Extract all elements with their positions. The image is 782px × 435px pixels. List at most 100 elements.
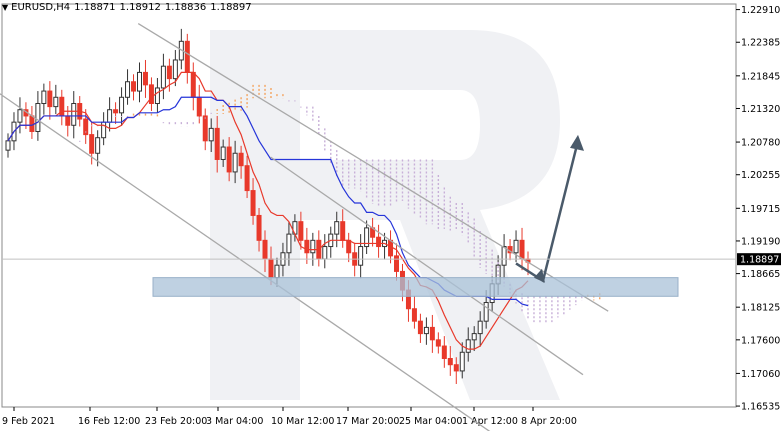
dropdown-triangle-icon[interactable]: ▼ — [2, 3, 9, 12]
candle-body — [160, 65, 166, 89]
trendline — [270, 156, 584, 376]
y-tick-label: 1.21845 — [741, 71, 780, 82]
close-value: 1.18897 — [210, 2, 252, 13]
x-tick-label: 1 Apr 12:00 — [462, 416, 518, 427]
candle-body — [142, 71, 148, 86]
x-tick-label: 16 Feb 12:00 — [78, 416, 140, 427]
y-tick-label: 1.16535 — [741, 402, 780, 413]
candle-body — [256, 214, 262, 241]
candle-body — [513, 239, 519, 254]
candle-body — [101, 121, 107, 139]
y-tick-label: 1.22910 — [741, 5, 780, 16]
plot-frame — [1, 3, 737, 408]
candle-body — [417, 320, 423, 335]
candle-body — [501, 246, 507, 266]
x-tick-label: 25 Mar 04:00 — [399, 416, 462, 427]
candle-body — [334, 221, 340, 235]
candle-body — [394, 255, 400, 272]
candle-body — [310, 239, 316, 254]
candle-body — [441, 345, 447, 359]
candle-body — [358, 246, 364, 266]
candle-body — [53, 96, 59, 108]
y-tick-label: 1.21320 — [741, 104, 780, 115]
x-tick-label: 10 Mar 12:00 — [271, 416, 334, 427]
candle-body — [429, 326, 435, 341]
candle-body — [41, 90, 47, 105]
candle-body — [190, 71, 196, 98]
tenkan-sen-line — [7, 71, 529, 350]
candle-body — [220, 146, 226, 160]
candle-body — [447, 357, 453, 366]
candle-body — [107, 109, 113, 123]
watermark-logo — [210, 30, 560, 400]
candle-body — [274, 264, 280, 279]
dip-arrowhead-icon — [534, 268, 545, 283]
candle-body — [471, 333, 477, 341]
candle-body — [232, 152, 238, 173]
candle-body — [89, 134, 95, 154]
candle-body — [148, 84, 154, 105]
candle-body — [346, 239, 352, 254]
candle-body — [166, 65, 172, 80]
candle-body — [208, 127, 214, 142]
candle-body — [202, 115, 208, 142]
x-tick-label: 17 Mar 20:00 — [336, 416, 399, 427]
candle-body — [59, 96, 65, 117]
candle-body — [238, 152, 244, 167]
x-tick-label: 8 Apr 20:00 — [521, 416, 577, 427]
candle-body — [322, 246, 328, 260]
candle-body — [298, 221, 304, 241]
candle-body — [35, 103, 41, 132]
candle-body — [83, 118, 89, 136]
candle-body — [5, 140, 11, 151]
candle-body — [17, 109, 23, 123]
candle-body — [131, 81, 137, 92]
candle-body — [286, 233, 292, 254]
candle-body — [226, 146, 232, 173]
candle-body — [376, 236, 382, 248]
candle-body — [154, 87, 160, 105]
candle-body — [435, 339, 441, 347]
candle-body — [411, 308, 417, 322]
current-price-label: 1.18897 — [740, 255, 779, 266]
y-tick-label: 1.20255 — [741, 170, 780, 181]
candle-body — [65, 115, 71, 126]
candle-body — [262, 239, 268, 260]
x-tick-label: 23 Feb 20:00 — [145, 416, 207, 427]
forecast-arrowhead-icon — [570, 134, 584, 151]
candle-body — [71, 103, 77, 126]
candle-body — [268, 258, 274, 279]
support-zone — [152, 277, 679, 297]
candle-body — [244, 165, 250, 192]
candle-body — [125, 81, 131, 98]
candle-body — [95, 137, 101, 154]
candle-body — [453, 364, 459, 372]
candle-body — [136, 71, 142, 92]
y-tick-label: 1.17060 — [741, 369, 780, 380]
candle-body — [29, 115, 35, 132]
candle-body — [519, 239, 525, 260]
candle-body — [465, 339, 471, 353]
y-tick-label: 1.18665 — [741, 269, 780, 280]
symbol-label: EURUSD,H4 — [11, 2, 71, 13]
open-value: 1.18871 — [74, 2, 116, 13]
chart-header: ▼ EURUSD,H4 1.18871 1.18912 1.18836 1.18897 — [2, 2, 252, 13]
trendline — [0, 93, 491, 433]
candle-body — [196, 96, 202, 117]
candle-body — [250, 190, 256, 216]
current-price-tag — [737, 253, 781, 266]
y-tick-label: 1.19190 — [741, 236, 780, 247]
candle-body — [459, 351, 465, 372]
x-tick-label: 3 Mar 04:00 — [206, 416, 263, 427]
candle-body — [304, 239, 310, 254]
y-tick-label: 1.19715 — [741, 204, 780, 215]
candle-body — [172, 59, 178, 80]
candle-body — [483, 302, 489, 322]
candle-body — [423, 326, 429, 335]
y-tick-label: 1.22385 — [741, 38, 780, 49]
candle-body — [113, 109, 119, 114]
x-tick-label: 9 Feb 2021 — [2, 416, 55, 427]
candle-body — [388, 239, 394, 257]
